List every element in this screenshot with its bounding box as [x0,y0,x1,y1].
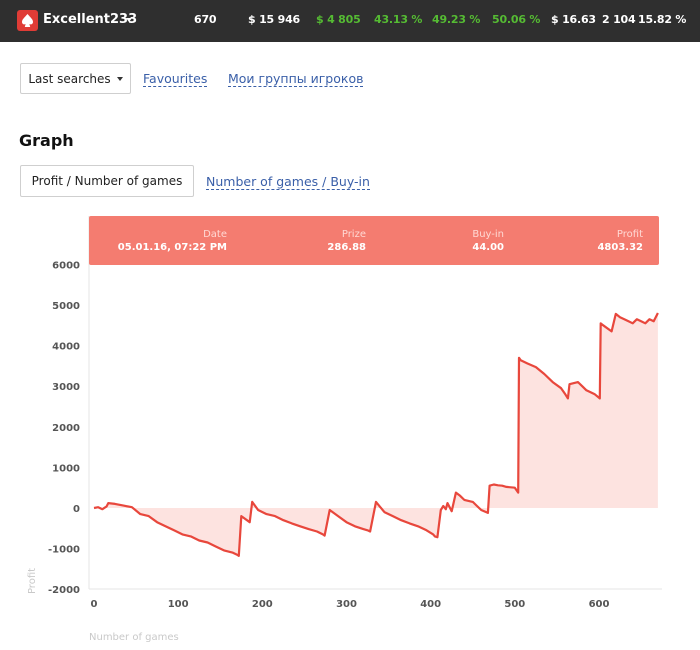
tooltip-profit-value: 4803.32 [597,242,643,253]
x-tick-label: 0 [91,599,98,610]
y-tick-label: 1000 [52,463,80,474]
x-tick-label: 400 [420,599,441,610]
stat-total-buyin: $ 15 946 [248,13,300,26]
last-searches-button[interactable]: Last searches [20,63,131,94]
stat-percent-3: 50.06 % [492,13,541,26]
x-tick-label: 300 [336,599,357,610]
profit-area [94,313,658,556]
tab-games-buyin[interactable]: Number of games / Buy-in [206,174,370,190]
favourites-link[interactable]: Favourites [143,71,208,87]
tooltip-date-value: 05.01.16, 07:22 PM [118,242,227,253]
tab-profit-games[interactable]: Profit / Number of games [20,165,194,197]
chevron-down-icon[interactable] [126,18,132,22]
tooltip-prize-value: 286.88 [327,242,366,253]
x-axis-title: Number of games [89,632,179,643]
tooltip-background [89,216,659,265]
stat-avg-buyin: $ 16.63 [551,13,596,26]
y-tick-label: -2000 [48,585,80,596]
y-tick-label: 0 [73,504,80,515]
stat-percent-4: 15.82 % [638,13,687,26]
stat-games: 670 [194,13,217,26]
tooltip-date-label: Date [203,229,227,240]
x-tick-label: 600 [589,599,610,610]
x-tick-label: 500 [504,599,525,610]
stat-profit: $ 4 805 [316,13,361,26]
y-axis-title: Profit [27,568,38,594]
username[interactable]: Excellent233 [43,12,138,27]
x-tick-label: 200 [252,599,273,610]
tab-profit-games-label: Profit / Number of games [31,174,183,188]
stat-count: 2 104 [602,13,636,26]
chart-tooltip: Date 05.01.16, 07:22 PM Prize 286.88 Buy… [89,216,659,265]
y-tick-label: 3000 [52,382,80,393]
tooltip-buyin-label: Buy-in [472,229,504,240]
section-title: Graph [19,131,74,150]
y-tick-label: 6000 [52,260,80,271]
spade-logo-icon[interactable] [17,10,38,31]
tooltip-prize-label: Prize [342,229,366,240]
stat-roi: 43.13 % [374,13,423,26]
player-groups-link[interactable]: Мои группы игроков [228,71,364,87]
y-tick-label: -1000 [48,545,80,556]
y-tick-label: 4000 [52,342,80,353]
last-searches-label: Last searches [28,71,111,86]
profit-line [93,312,659,558]
x-tick-label: 100 [168,599,189,610]
chevron-down-icon [116,76,123,81]
top-bar: Excellent233 670 $ 15 946 $ 4 805 43.13 … [0,0,700,42]
y-tick-label: 5000 [52,301,80,312]
tooltip-buyin-value: 44.00 [472,242,504,253]
stat-percent-2: 49.23 % [432,13,481,26]
y-tick-label: 2000 [52,423,80,434]
tooltip-profit-label: Profit [617,229,643,240]
